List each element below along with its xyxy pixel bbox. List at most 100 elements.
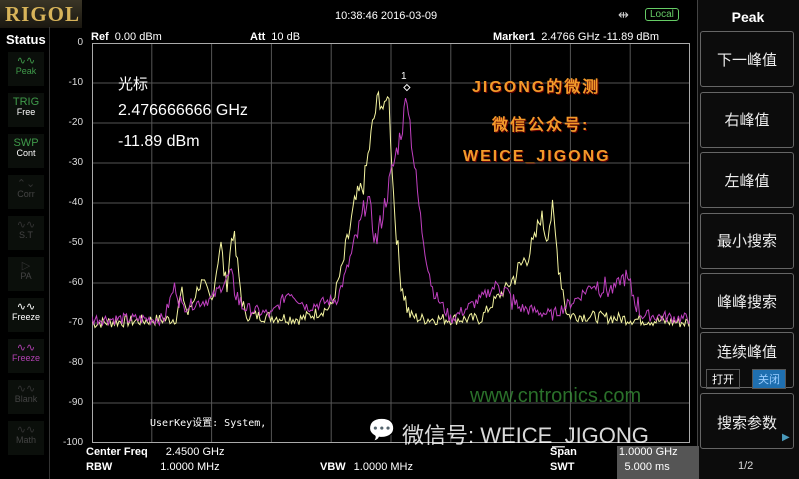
trig-icon: TRIG	[12, 96, 40, 108]
y-tick-label: -70	[68, 317, 83, 328]
y-tick-label: -40	[68, 197, 83, 208]
status-label: Freeze	[11, 312, 40, 322]
status-free: TRIG Free	[8, 93, 44, 127]
ref-level: Ref 0.00 dBm	[91, 31, 162, 43]
menu-button-1[interactable]: 右峰值	[700, 91, 794, 148]
status-label: Freeze	[11, 353, 40, 363]
swt: SWT 5.000 ms	[550, 461, 670, 473]
y-tick-label: -30	[68, 157, 83, 168]
userkey-text: UserKey设置: System,	[150, 418, 267, 429]
span-swt-box	[617, 446, 699, 479]
status-label: Peak	[15, 66, 37, 76]
swt-label: SWT	[550, 461, 575, 473]
search-params-label: 搜索参数	[716, 415, 777, 432]
watermark-line3: WEICE_JIGONG	[463, 148, 611, 165]
pa-icon: ▷	[21, 260, 31, 272]
y-tick-label: -20	[68, 117, 83, 128]
search-params-button[interactable]: 搜索参数	[700, 393, 794, 449]
att-value: 10 dB	[271, 31, 301, 43]
menu-button-4[interactable]: 峰峰搜索	[700, 273, 794, 329]
rbw-label: RBW	[86, 461, 113, 473]
status-label: Blank	[14, 394, 38, 404]
datetime: 10:38:46 2016-03-09	[335, 10, 438, 22]
status-label: Free	[16, 107, 36, 117]
next-arrow-icon[interactable]: ▶	[782, 432, 790, 443]
status-freeze: ∿∿ Freeze	[8, 339, 44, 373]
y-tick-label: -100	[62, 437, 83, 448]
marker-level-overlay: -11.89 dBm	[118, 133, 200, 150]
softkey-menu	[697, 0, 799, 479]
local-badge[interactable]: Local	[645, 8, 679, 21]
continuous-peak-label: 连续峰值	[716, 344, 777, 361]
vbw-value: 1.0000 MHz	[353, 461, 413, 473]
marker-readout: Marker1 2.4766 GHz -11.89 dBm	[493, 31, 659, 43]
peak-wave-icon: ∿∿	[16, 55, 36, 67]
watermark-bottom: 微信号: WEICE_JIGONG	[402, 423, 649, 448]
st-icon: ∿∿	[16, 219, 36, 231]
watermark-site: www.cntronics.com	[470, 385, 642, 407]
marker-1-icon	[403, 83, 411, 92]
rbw: RBW 1.0000 MHz	[86, 461, 220, 473]
y-tick-label: -50	[68, 237, 83, 248]
status-freeze: ∿∿ Freeze	[8, 298, 44, 332]
attenuation: Att 10 dB	[250, 31, 300, 43]
status-st: ∿∿ S.T	[8, 216, 44, 250]
status-blank: ∿∿ Blank	[8, 380, 44, 414]
span-value: 1.0000 GHz	[618, 446, 678, 458]
vbw: VBW 1.0000 MHz	[320, 461, 413, 473]
status-label: PA	[20, 271, 32, 281]
span-label: Span	[550, 446, 577, 458]
menu-button-2[interactable]: 左峰值	[700, 152, 794, 208]
marker-number: 1	[401, 71, 407, 82]
sweep-icon: SWP	[13, 137, 39, 149]
y-tick-label: 0	[77, 37, 83, 48]
center-label: Center Freq	[86, 446, 148, 458]
rigol-logo: RIGOL	[0, 0, 82, 28]
status-corr: ⌃⌄ Corr	[8, 175, 44, 209]
status-cont: SWP Cont	[8, 134, 44, 168]
menu-button-0[interactable]: 下一峰值	[700, 31, 794, 87]
marker-title: 光标	[118, 76, 149, 93]
center-freq: Center Freq 2.4500 GHz	[86, 446, 224, 458]
y-tick-label: -90	[68, 397, 83, 408]
status-title: Status	[6, 32, 46, 47]
blank-wave-icon: ∿∿	[16, 383, 36, 395]
marker-freq-overlay: 2.476666666 GHz	[118, 102, 248, 119]
y-tick-label: -60	[68, 277, 83, 288]
status-label: Corr	[17, 189, 35, 199]
continuous-peak-button[interactable]: 连续峰值	[700, 332, 794, 388]
swt-value: 5.000 ms	[624, 461, 670, 473]
span: Span 1.0000 GHz	[550, 446, 678, 458]
toggle-off[interactable]: 关闭	[752, 369, 786, 389]
marker-level: -11.89 dBm	[602, 31, 660, 43]
freeze-wave-icon: ∿∿	[16, 342, 36, 354]
toggle-on[interactable]: 打开	[706, 369, 740, 389]
status-math: ∿∿ Math	[8, 421, 44, 455]
center-value: 2.4500 GHz	[165, 446, 225, 458]
plot-border	[92, 43, 690, 443]
divider	[49, 27, 50, 479]
status-peak: ∿∿ Peak	[8, 52, 44, 86]
status-label: Math	[15, 435, 36, 445]
spectrum-plot[interactable]	[92, 43, 690, 443]
menu-button-3[interactable]: 最小搜索	[700, 212, 794, 269]
y-tick-label: -80	[68, 357, 83, 368]
marker-freq: 2.4766 GHz	[541, 31, 600, 43]
att-label: Att	[250, 31, 266, 43]
rbw-value: 1.0000 MHz	[160, 461, 220, 473]
math-wave-icon: ∿∿	[16, 424, 36, 436]
trace-2	[92, 97, 690, 327]
corr-icon: ⌃⌄	[16, 178, 36, 190]
watermark-line2: 微信公众号:	[492, 117, 590, 134]
status-label: Cont	[16, 148, 36, 158]
freeze-wave-icon: ∿∿	[16, 301, 36, 313]
status-pa: ▷ PA	[8, 257, 44, 291]
marker-label: Marker1	[493, 31, 536, 43]
menu-page: 1/2	[738, 460, 754, 472]
y-tick-label: -10	[68, 77, 83, 88]
status-label: S.T	[18, 230, 33, 240]
vbw-label: VBW	[320, 461, 346, 473]
watermark-line1: JIGONG的微测	[472, 79, 601, 96]
ref-label: Ref	[91, 31, 109, 43]
wechat-icon: 💬	[368, 417, 396, 442]
